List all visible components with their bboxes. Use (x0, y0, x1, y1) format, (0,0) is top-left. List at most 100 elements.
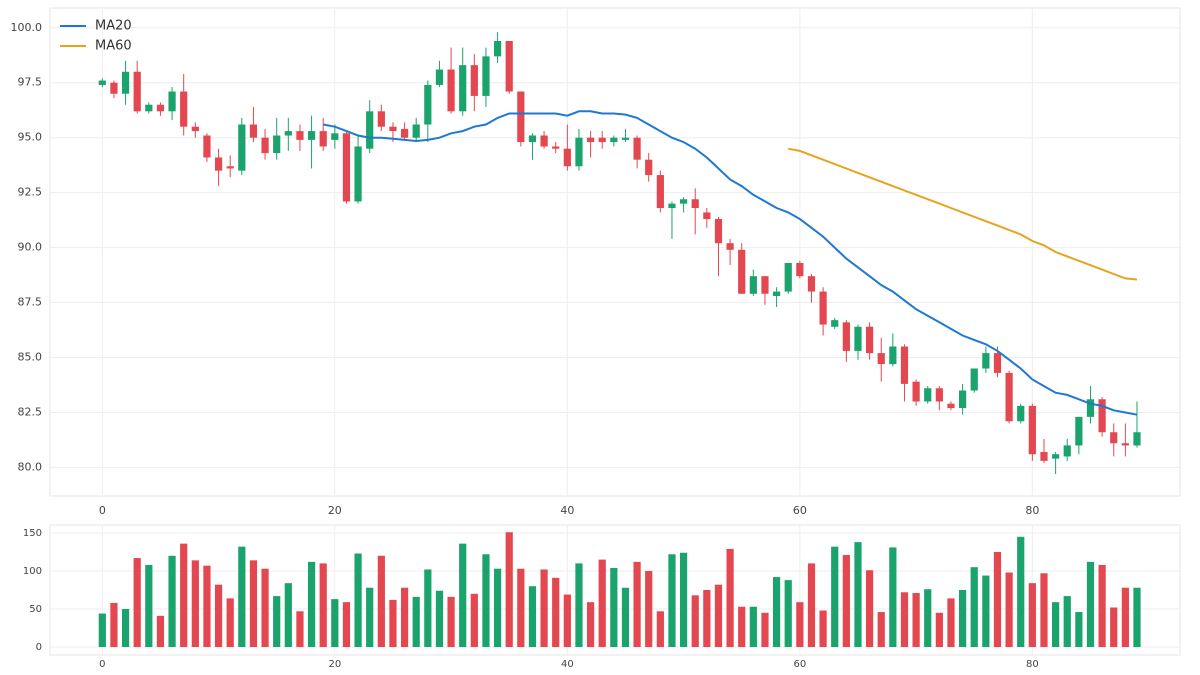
volume-bar (1086, 561, 1095, 648)
candle-body (552, 146, 560, 149)
volume-bar (424, 569, 432, 648)
candle-body (645, 159, 653, 176)
candle-body (691, 199, 699, 209)
volume-bar (912, 593, 920, 648)
volume-bar (703, 590, 711, 648)
volume-bar (621, 587, 630, 648)
candle-body (261, 137, 269, 154)
candle-body (435, 69, 444, 85)
candle-body (610, 137, 618, 143)
candle-body (145, 104, 153, 112)
candle-body (877, 353, 885, 365)
volume-bar (1017, 536, 1025, 648)
candle-body (1098, 399, 1106, 433)
volume-bar (982, 575, 990, 648)
y-tick-label: 87.5 (18, 296, 43, 309)
candle-body (180, 91, 188, 127)
x-tick-label: 20 (328, 659, 341, 670)
candle-body (156, 104, 165, 112)
volume-bar (226, 598, 234, 648)
volume-bar (761, 612, 769, 648)
volume-bar (191, 560, 199, 648)
volume-bar (993, 551, 1002, 648)
candle-body (924, 388, 932, 402)
candle-body (831, 320, 839, 327)
volume-bar (645, 570, 653, 648)
volume-bar (796, 602, 804, 648)
x-tick-label: 80 (1025, 504, 1039, 517)
y-tick-label: 80.0 (18, 460, 43, 473)
candle-body (1017, 405, 1025, 422)
candle-body (447, 69, 455, 112)
volume-bar (610, 567, 618, 648)
candle-body (191, 126, 199, 132)
candle-body (493, 40, 502, 57)
candle-body (284, 131, 292, 136)
x-tick-label: 40 (561, 659, 574, 670)
candle-body (226, 166, 234, 169)
volume-bar (1040, 573, 1048, 648)
candle-body (249, 124, 258, 138)
volume-bar (110, 602, 118, 648)
candle-body (1063, 445, 1071, 457)
candle-body (517, 91, 525, 143)
candle-body (459, 65, 467, 112)
y-tick-label: 95.0 (18, 131, 43, 144)
y-tick-label: 50 (29, 604, 42, 615)
volume-bar (517, 568, 525, 648)
volume-bar (540, 569, 548, 648)
candle-body (621, 137, 630, 140)
volume-frame (49, 524, 1181, 656)
candle-body (1005, 372, 1013, 422)
volume-bar (389, 599, 397, 648)
candle-body (586, 137, 595, 143)
volume-bar (586, 602, 595, 648)
volume-bar (331, 599, 339, 648)
candle-body (796, 262, 804, 277)
candle-body (307, 131, 316, 140)
volume-bar (459, 543, 467, 648)
volume-bar (493, 568, 502, 648)
volume-bar (831, 546, 839, 648)
candle-body (482, 56, 490, 96)
volume-bar (273, 596, 281, 648)
volume-bar (1121, 587, 1129, 648)
volume-bar (447, 596, 455, 648)
volume-bar (900, 592, 909, 648)
volume-bar (1005, 572, 1013, 648)
volume-bar (284, 583, 292, 648)
volume-bar (714, 584, 723, 648)
candle-body (656, 175, 664, 209)
candle-body (389, 126, 397, 132)
candle-body (1121, 443, 1129, 446)
candle-body (993, 353, 1002, 373)
volume-bar (377, 555, 385, 648)
volume-bar (435, 590, 444, 648)
candle-body (400, 128, 409, 138)
y-tick-label: 100 (23, 566, 42, 577)
volume-bar (156, 615, 165, 648)
legend-label: MA60 (95, 39, 132, 54)
y-tick-label: 100.0 (11, 21, 43, 34)
x-tick-label: 40 (560, 504, 574, 517)
volume-bar (842, 555, 850, 648)
volume-bar (575, 563, 583, 648)
candle-body (133, 71, 141, 112)
candle-body (819, 291, 827, 325)
volume-bar (865, 570, 874, 648)
volume-bar (366, 587, 374, 648)
x-tick-label: 0 (99, 504, 106, 517)
candle-body (319, 131, 327, 147)
candle-body (761, 276, 769, 294)
candle-body (947, 403, 955, 409)
volume-bar (133, 558, 141, 648)
volume-bar (296, 611, 304, 648)
candle-body (900, 346, 909, 384)
candle-body (679, 199, 688, 204)
candle-body (296, 131, 304, 140)
x-tick-label: 60 (793, 659, 806, 670)
y-tick-label: 0 (36, 642, 42, 653)
volume-bar (319, 563, 327, 648)
volume-bar (1133, 587, 1141, 648)
volume-bar (807, 563, 816, 648)
